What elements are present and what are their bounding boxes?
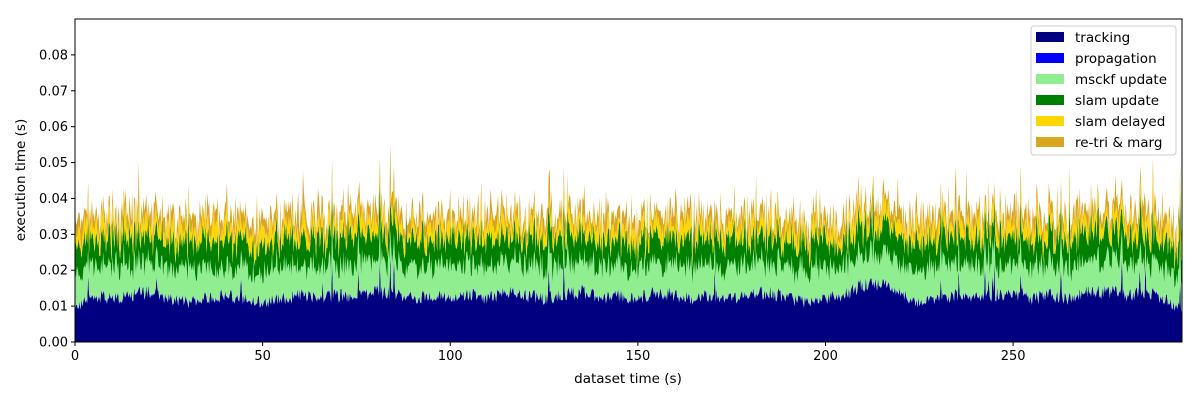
y-tick-label: 0.02 xyxy=(39,264,68,279)
legend: tracking propagation msckf update slam upda… xyxy=(1030,25,1177,156)
legend-swatch xyxy=(1036,116,1064,126)
legend-frame xyxy=(1030,25,1177,156)
y-axis: 0.00 0.01 0.02 0.03 0.04 0.05 0.06 0.07 0.08 xyxy=(39,48,75,351)
legend-swatch xyxy=(1036,74,1064,84)
area-tracking xyxy=(75,255,1182,342)
x-tick-label: 50 xyxy=(254,349,271,364)
legend-label: slam delayed xyxy=(1075,114,1165,130)
y-axis-label: execution time (s) xyxy=(13,119,29,241)
legend-swatch xyxy=(1036,95,1064,105)
plot-frame xyxy=(74,18,1183,343)
legend-swatch xyxy=(1036,53,1064,63)
legend-label: slam update xyxy=(1075,93,1159,109)
x-tick-label: 200 xyxy=(813,349,838,364)
y-tick-label: 0.05 xyxy=(39,156,68,171)
x-axis: 0 50 100 150 200 250 xyxy=(71,342,1026,364)
y-tick-label: 0.06 xyxy=(39,120,68,135)
x-tick-label: 250 xyxy=(1001,349,1026,364)
legend-swatch xyxy=(1036,137,1064,147)
area-layers xyxy=(75,143,1182,342)
legend-label: propagation xyxy=(1075,51,1157,67)
y-tick-label: 0.08 xyxy=(39,48,68,63)
legend-swatch xyxy=(1036,32,1064,42)
legend-label: tracking xyxy=(1075,30,1130,46)
y-tick-label: 0.00 xyxy=(39,336,68,351)
area-msckf-update xyxy=(75,218,1182,312)
y-tick-label: 0.03 xyxy=(39,228,68,243)
legend-label: msckf update xyxy=(1075,72,1167,88)
x-axis-label: dataset time (s) xyxy=(574,371,682,387)
y-tick-label: 0.01 xyxy=(39,300,68,315)
area-slam-update xyxy=(75,181,1182,288)
y-tick-label: 0.07 xyxy=(39,84,68,99)
x-tick-label: 0 xyxy=(71,349,79,364)
x-tick-label: 100 xyxy=(438,349,463,364)
y-tick-label: 0.04 xyxy=(39,192,68,207)
x-tick-label: 150 xyxy=(625,349,650,364)
legend-label: re-tri & marg xyxy=(1075,135,1162,151)
